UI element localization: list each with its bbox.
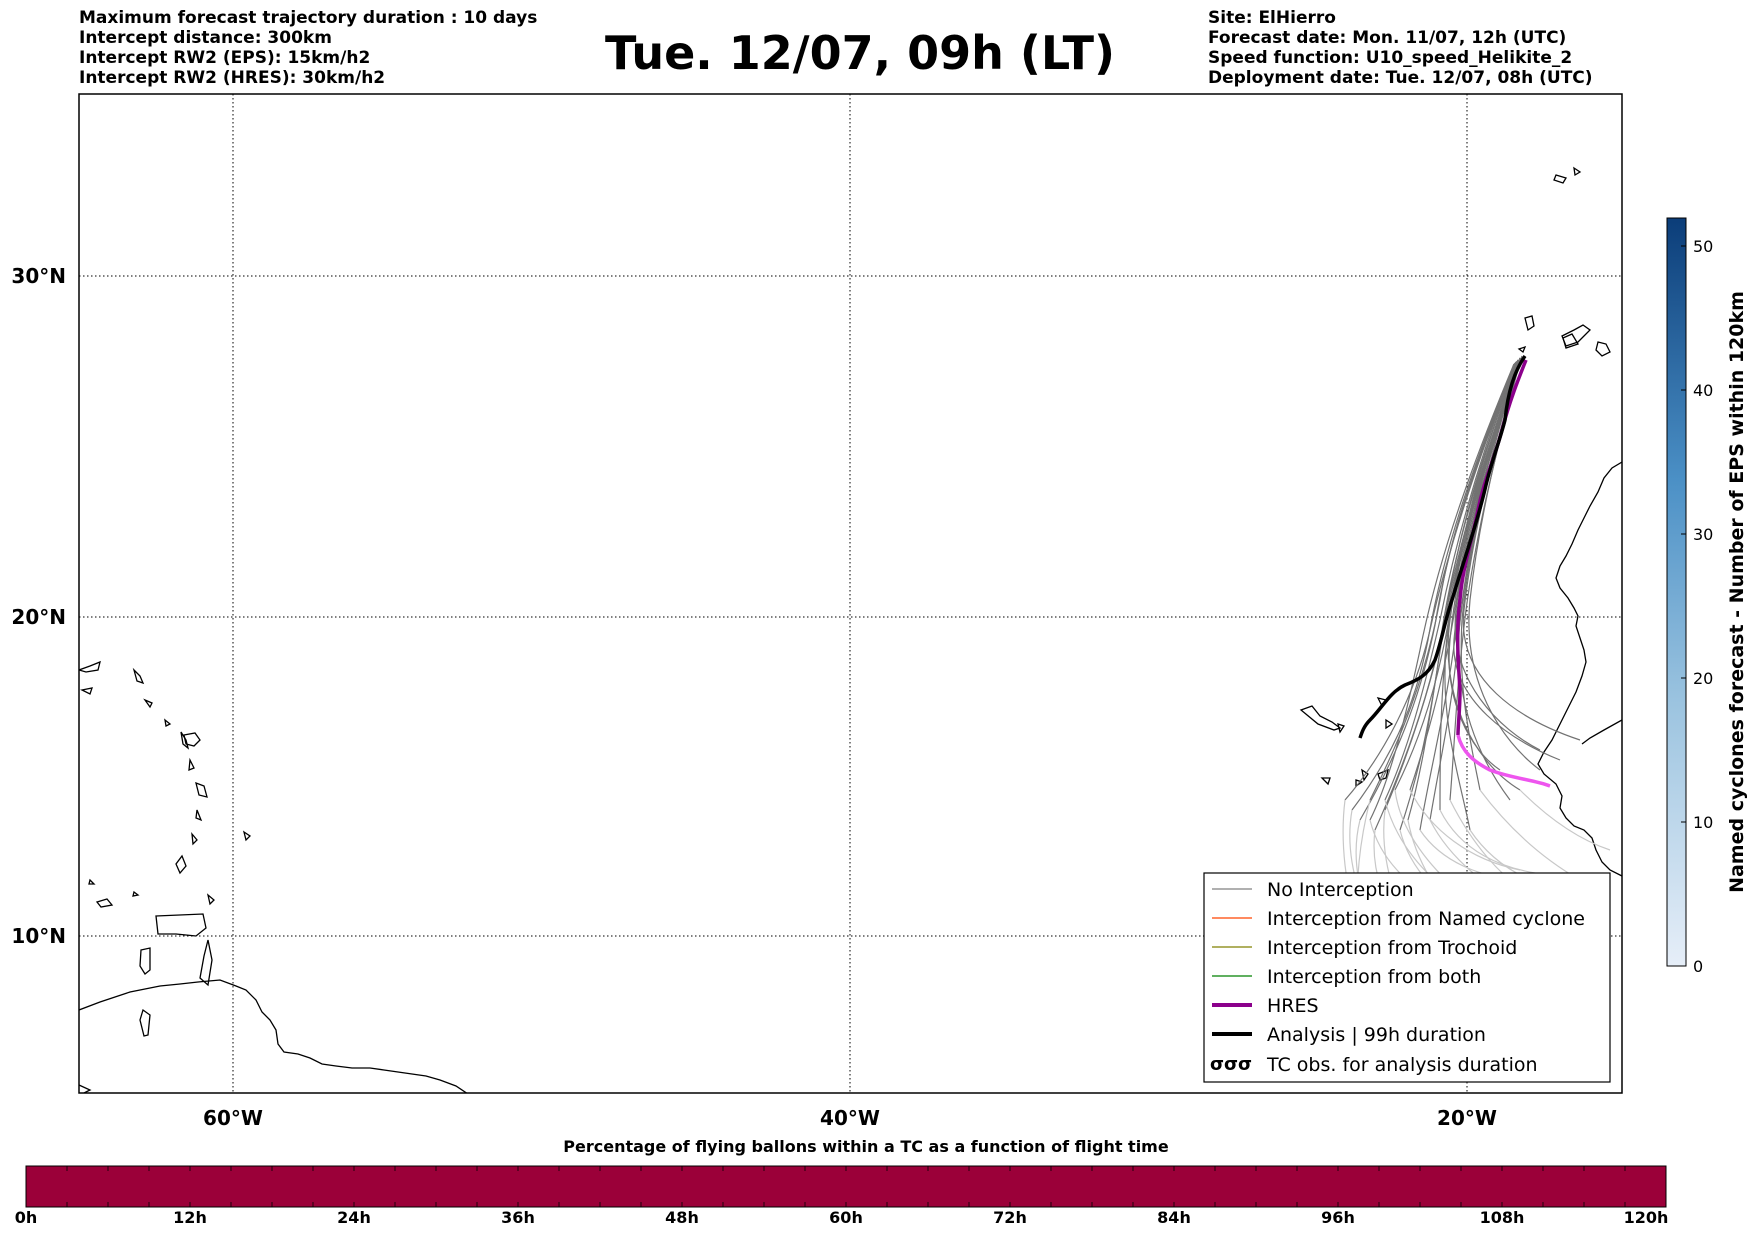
- forecast-date-text: Forecast date: Mon. 11/07, 12h (UTC): [1208, 28, 1567, 48]
- coastline-caribbean: [79, 660, 468, 1093]
- legend-swatch-tc-obs-symbol: σσσ: [1210, 1054, 1252, 1075]
- intercept-hres-text: Intercept RW2 (HRES): 30km/h2: [79, 68, 386, 88]
- tick-label-12h: 12h: [173, 1208, 207, 1227]
- flight-time-bar-fill: [25, 1165, 1667, 1208]
- flight-time-bar: [25, 1165, 1667, 1208]
- coastline-africa: [1299, 166, 1622, 877]
- analysis-trajectory: [1358, 355, 1527, 739]
- tick-label-108h: 108h: [1479, 1208, 1525, 1227]
- lat-label-10n: 10°N: [11, 924, 66, 948]
- colorbar-tick-40: 40: [1693, 381, 1713, 400]
- intercept-eps-text: Intercept RW2 (EPS): 15km/h2: [79, 48, 371, 68]
- legend-label-hres: HRES: [1267, 995, 1319, 1017]
- tick-label-48h: 48h: [665, 1208, 699, 1227]
- legend-label-named-cyclone: Interception from Named cyclone: [1267, 908, 1585, 930]
- legend-label-trochoid: Interception from Trochoid: [1267, 937, 1517, 959]
- page-title: Tue. 12/07, 09h (LT): [605, 26, 1115, 80]
- colorbar-tick-50: 50: [1693, 237, 1713, 256]
- legend-label-both: Interception from both: [1267, 966, 1481, 988]
- legend-box: [1203, 872, 1611, 1083]
- legend-label-tc-obs: TC obs. for analysis duration: [1266, 1054, 1538, 1076]
- colorbar-tick-20: 20: [1693, 669, 1713, 688]
- intercept-distance-text: Intercept distance: 300km: [79, 28, 332, 48]
- speed-function-text: Speed function: U10_speed_Helikite_2: [1208, 48, 1573, 68]
- colorbar-ticks: [1681, 245, 1686, 967]
- deployment-date-text: Deployment date: Tue. 12/07, 08h (UTC): [1208, 68, 1593, 88]
- tick-label-96h: 96h: [1321, 1208, 1355, 1227]
- colorbar-label: Named cyclones forecast - Number of EPS …: [1726, 291, 1748, 893]
- lat-label-30n: 30°N: [11, 264, 66, 288]
- tick-label-84h: 84h: [1157, 1208, 1191, 1227]
- colorbar-tick-10: 10: [1693, 813, 1713, 832]
- colorbar: 0 10 20 30 40 50 Named cyclones forecast…: [1666, 217, 1748, 976]
- hres-trajectory-late: [1456, 734, 1551, 788]
- colorbar-tick-0: 0: [1693, 957, 1703, 976]
- latitude-labels: 30°N 20°N 10°N: [11, 264, 66, 948]
- legend: No Interception Interception from Named …: [1203, 872, 1611, 1083]
- legend-label-no-interception: No Interception: [1267, 879, 1414, 901]
- max-duration-text: Maximum forecast trajectory duration : 1…: [79, 8, 538, 28]
- tick-label-120h: 120h: [1623, 1208, 1669, 1227]
- lon-label-20w: 20°W: [1437, 1106, 1497, 1130]
- lat-label-20n: 20°N: [11, 605, 66, 629]
- tick-label-72h: 72h: [993, 1208, 1027, 1227]
- tick-label-0h: 0h: [14, 1208, 38, 1227]
- tick-label-24h: 24h: [337, 1208, 371, 1227]
- tick-label-36h: 36h: [501, 1208, 535, 1227]
- lon-label-60w: 60°W: [203, 1106, 263, 1130]
- flight-time-bar-ticks: [66, 1166, 1626, 1207]
- colorbar-gradient: [1666, 217, 1687, 967]
- tick-label-60h: 60h: [829, 1208, 863, 1227]
- site-text: Site: ElHierro: [1208, 8, 1336, 28]
- legend-label-analysis: Analysis | 99h duration: [1267, 1024, 1486, 1046]
- longitude-labels: 60°W 40°W 20°W: [203, 1106, 1497, 1130]
- flight-time-bar-label: Percentage of flying ballons within a TC…: [563, 1137, 1169, 1156]
- colorbar-tick-30: 30: [1693, 525, 1713, 544]
- lon-label-40w: 40°W: [820, 1106, 880, 1130]
